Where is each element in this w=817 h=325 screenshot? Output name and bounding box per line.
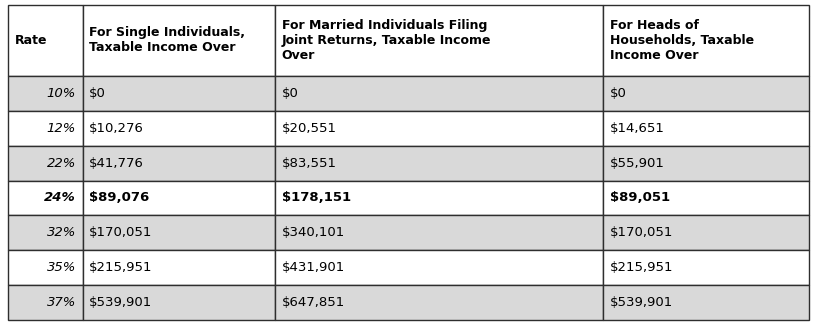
Bar	[275, 250, 603, 285]
Text: 10%: 10%	[47, 87, 76, 100]
Text: 12%: 12%	[47, 122, 76, 135]
Bar	[83, 146, 275, 180]
Bar	[275, 5, 603, 76]
Text: Rate: Rate	[15, 34, 47, 47]
Bar	[83, 111, 275, 146]
Text: $89,076: $89,076	[89, 191, 150, 204]
Text: $0: $0	[609, 87, 627, 100]
Text: 22%: 22%	[47, 157, 76, 170]
Text: For Heads of
Households, Taxable
Income Over: For Heads of Households, Taxable Income …	[609, 19, 754, 62]
Text: $170,051: $170,051	[609, 227, 673, 240]
Text: $14,651: $14,651	[609, 122, 664, 135]
Text: 32%: 32%	[47, 227, 76, 240]
Text: For Single Individuals,
Taxable Income Over: For Single Individuals, Taxable Income O…	[89, 26, 245, 54]
Text: $215,951: $215,951	[609, 261, 673, 274]
Bar	[275, 76, 603, 111]
Text: $55,901: $55,901	[609, 157, 664, 170]
Text: $0: $0	[89, 87, 106, 100]
Bar	[8, 215, 83, 250]
Bar	[275, 285, 603, 320]
Bar	[603, 250, 809, 285]
Bar	[8, 285, 83, 320]
Text: For Married Individuals Filing
Joint Returns, Taxable Income
Over: For Married Individuals Filing Joint Ret…	[282, 19, 491, 62]
Bar	[8, 76, 83, 111]
Text: 24%: 24%	[44, 191, 76, 204]
Bar	[275, 215, 603, 250]
Bar	[8, 5, 83, 76]
Bar	[603, 180, 809, 215]
Text: $539,901: $539,901	[89, 296, 152, 309]
Text: $539,901: $539,901	[609, 296, 673, 309]
Bar	[83, 76, 275, 111]
Bar	[83, 215, 275, 250]
Bar	[8, 146, 83, 180]
Bar	[83, 180, 275, 215]
Bar	[603, 111, 809, 146]
Text: $431,901: $431,901	[282, 261, 345, 274]
Bar	[8, 250, 83, 285]
Text: $20,551: $20,551	[282, 122, 337, 135]
Bar	[603, 76, 809, 111]
Text: $170,051: $170,051	[89, 227, 153, 240]
Bar	[275, 111, 603, 146]
Bar	[275, 180, 603, 215]
Text: $83,551: $83,551	[282, 157, 337, 170]
Bar	[275, 146, 603, 180]
Bar	[83, 5, 275, 76]
Text: $10,276: $10,276	[89, 122, 144, 135]
Bar	[8, 111, 83, 146]
Bar	[603, 146, 809, 180]
Bar	[603, 5, 809, 76]
Text: $647,851: $647,851	[282, 296, 345, 309]
Text: $178,151: $178,151	[282, 191, 350, 204]
Bar	[603, 215, 809, 250]
Text: $340,101: $340,101	[282, 227, 345, 240]
Bar	[603, 285, 809, 320]
Text: $41,776: $41,776	[89, 157, 144, 170]
Bar	[83, 285, 275, 320]
Bar	[8, 180, 83, 215]
Text: $215,951: $215,951	[89, 261, 153, 274]
Text: 37%: 37%	[47, 296, 76, 309]
Text: 35%: 35%	[47, 261, 76, 274]
Text: $0: $0	[282, 87, 298, 100]
Text: $89,051: $89,051	[609, 191, 670, 204]
Bar	[83, 250, 275, 285]
